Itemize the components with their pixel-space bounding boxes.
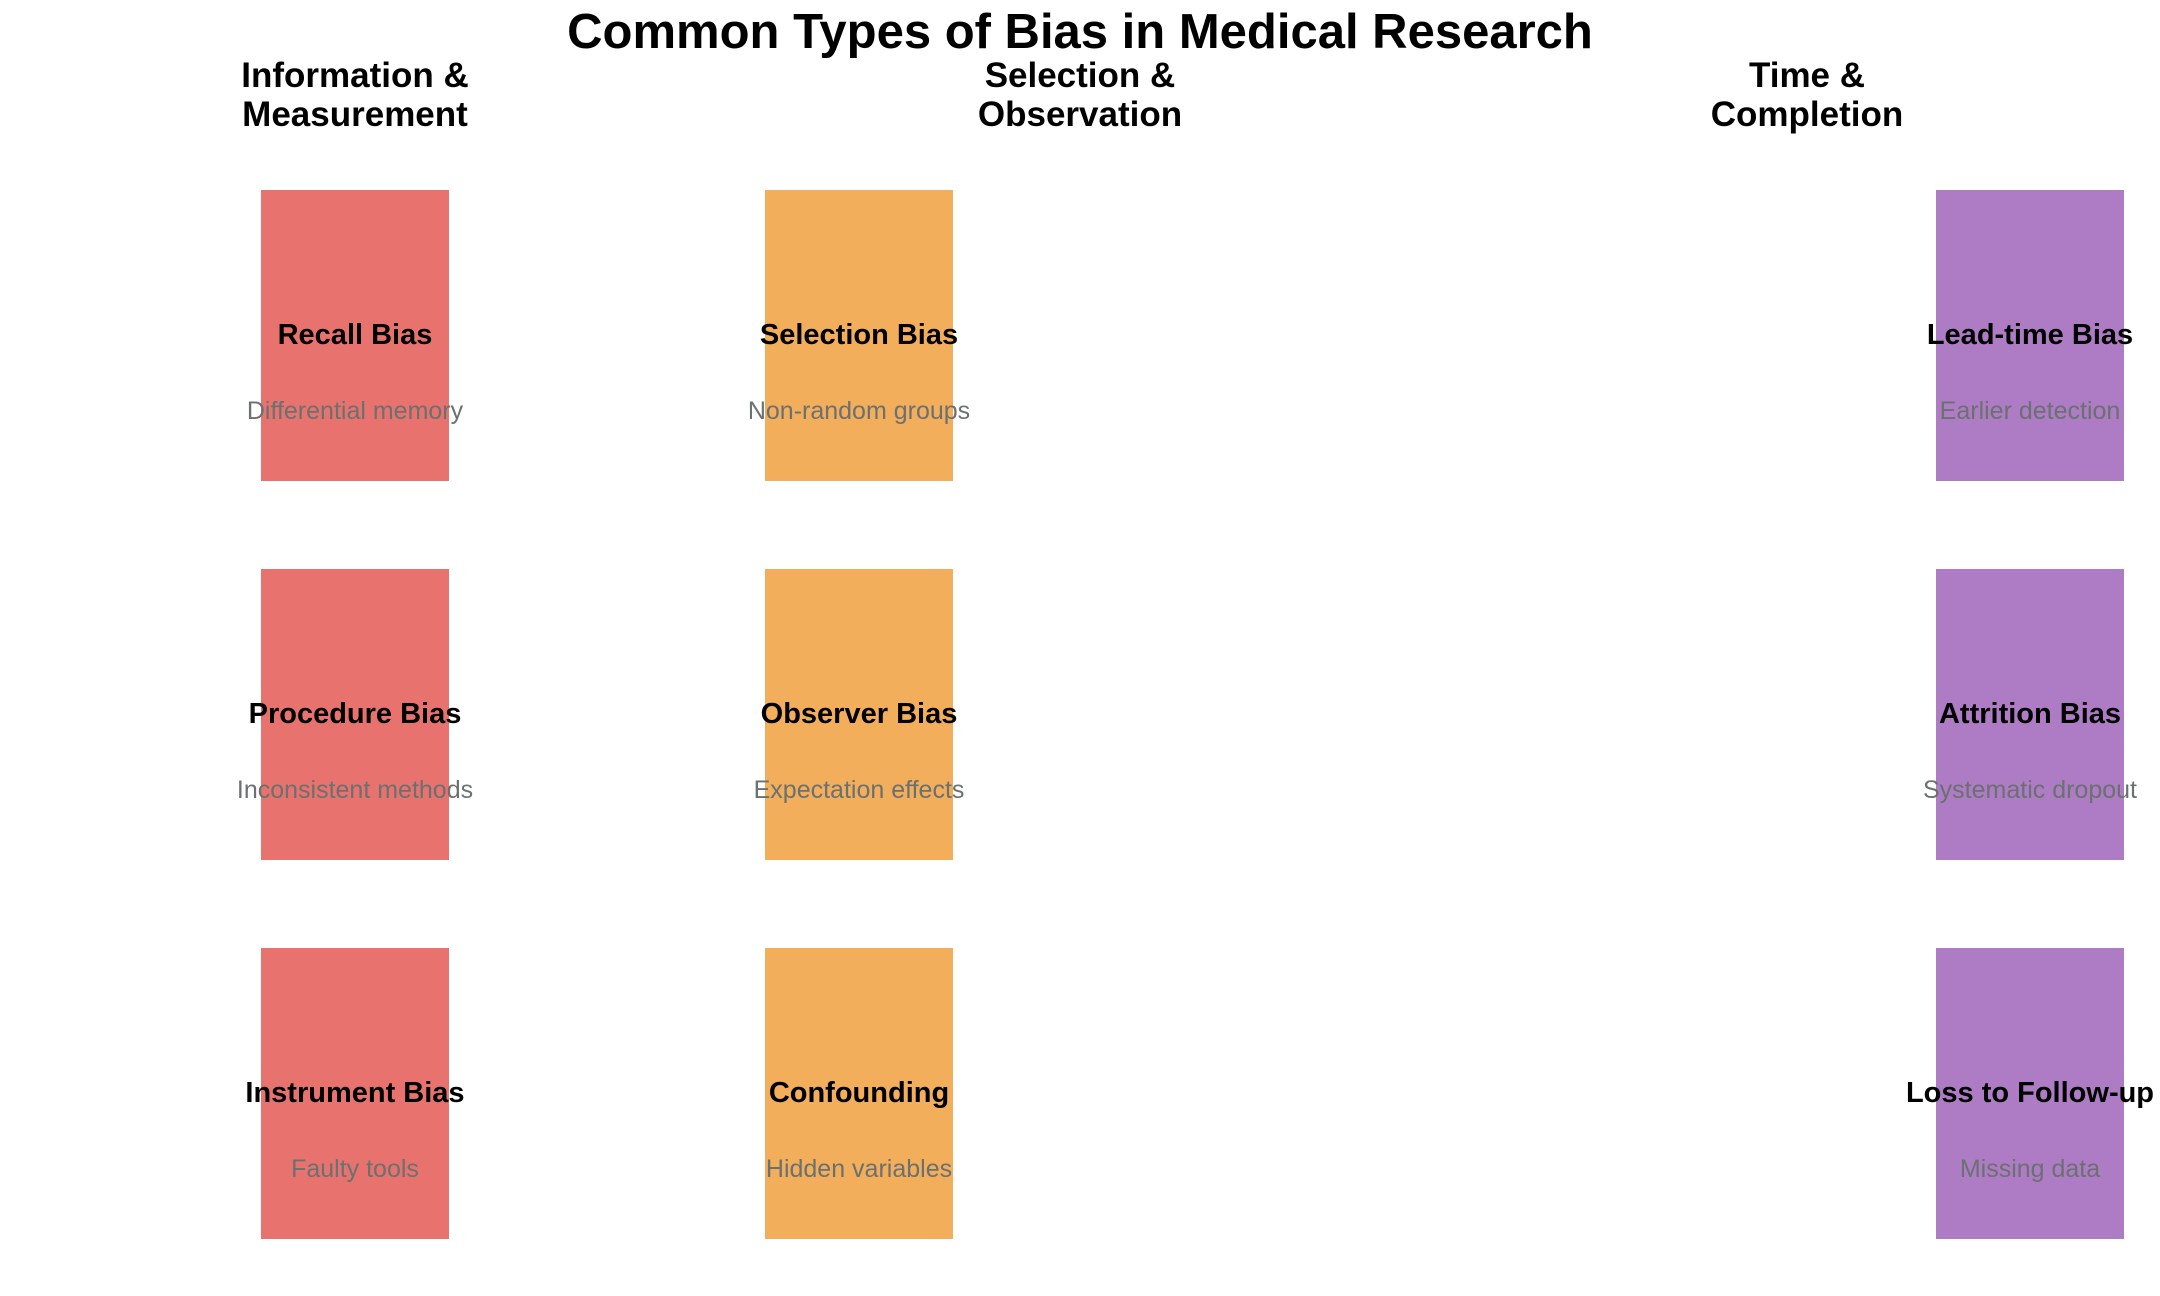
- bias-box-loss-to-follow-up: [1936, 948, 2124, 1239]
- bias-box-attrition: [1936, 569, 2124, 860]
- bias-name: Selection Bias: [759, 319, 959, 351]
- bias-box-lead-time: [1936, 190, 2124, 481]
- column-header-information-measurement: Information & Measurement: [95, 56, 615, 134]
- bias-name: Loss to Follow-up: [1905, 1077, 2155, 1109]
- bias-box-confounding: [765, 948, 953, 1239]
- bias-name: Lead-time Bias: [1926, 319, 2134, 351]
- bias-description: Earlier detection: [1939, 397, 2121, 425]
- bias-description: Expectation effects: [753, 776, 965, 804]
- bias-description: Hidden variables: [765, 1155, 953, 1183]
- bias-description: Systematic dropout: [1923, 776, 2137, 804]
- column-header-time-completion: Time & Completion: [1547, 56, 2067, 134]
- bias-description: Missing data: [1959, 1155, 2101, 1183]
- bias-box-recall: [261, 190, 449, 481]
- bias-name: Procedure Bias: [248, 698, 462, 730]
- bias-name: Observer Bias: [760, 698, 958, 730]
- bias-name: Confounding: [768, 1077, 950, 1109]
- bias-description: Faulty tools: [291, 1155, 419, 1183]
- bias-name: Instrument Bias: [245, 1077, 465, 1109]
- bias-box-observer: [765, 569, 953, 860]
- bias-description: Inconsistent methods: [236, 776, 474, 804]
- column-header-line: Completion: [1710, 95, 1904, 134]
- column-header-line: Observation: [977, 95, 1183, 134]
- bias-description: Differential memory: [246, 397, 464, 425]
- bias-box-selection: [765, 190, 953, 481]
- column-header-selection-observation: Selection & Observation: [820, 56, 1340, 134]
- bias-description: Non-random groups: [747, 397, 971, 425]
- column-header-line: Selection &: [984, 56, 1176, 95]
- bias-name: Recall Bias: [277, 319, 433, 351]
- diagram-title: Common Types of Bias in Medical Research: [567, 5, 1593, 59]
- bias-box-instrument: [261, 948, 449, 1239]
- column-header-line: Measurement: [242, 95, 468, 134]
- column-header-line: Time &: [1748, 56, 1866, 95]
- column-header-line: Information &: [241, 56, 469, 95]
- bias-box-procedure: [261, 569, 449, 860]
- bias-name: Attrition Bias: [1938, 698, 2122, 730]
